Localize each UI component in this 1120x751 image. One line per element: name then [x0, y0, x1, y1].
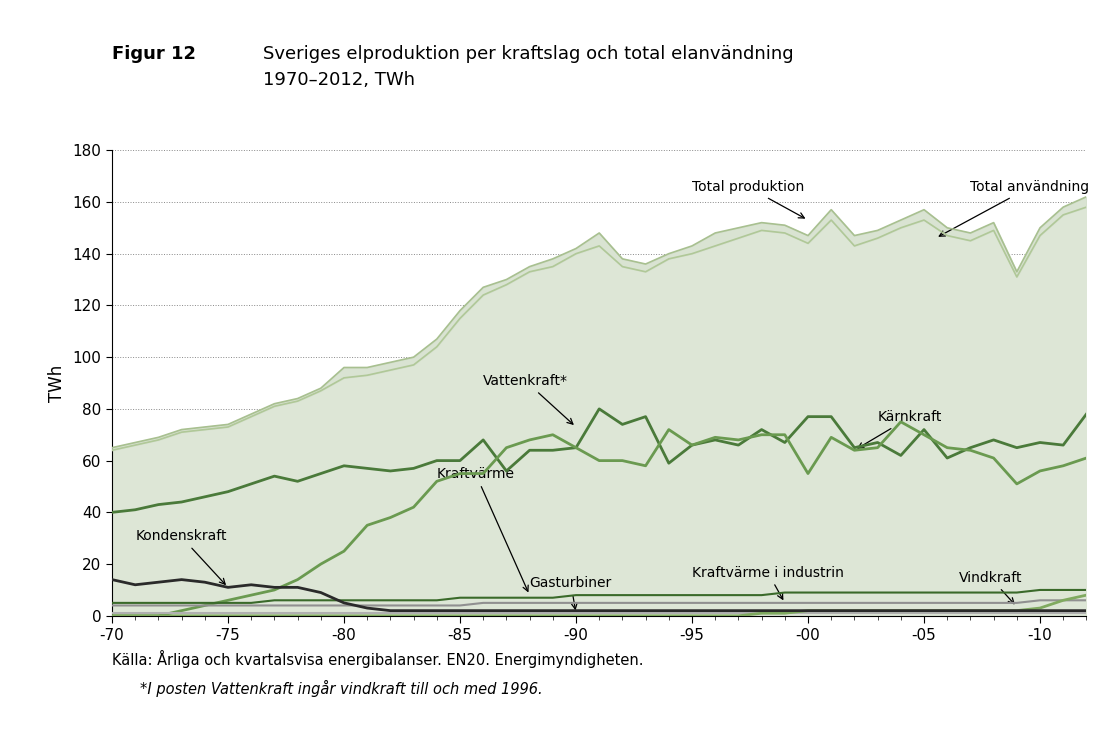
Y-axis label: TWh: TWh [48, 364, 66, 402]
Text: *I posten Vattenkraft ingår vindkraft till och med 1996.: *I posten Vattenkraft ingår vindkraft ti… [140, 680, 542, 697]
Text: Vindkraft: Vindkraft [959, 571, 1023, 604]
Text: Figur 12: Figur 12 [112, 45, 196, 63]
Text: Källa: Årliga och kvartalsvisa energibalanser. EN20. Energimyndigheten.: Källa: Årliga och kvartalsvisa energibal… [112, 650, 644, 668]
Text: 1970–2012, TWh: 1970–2012, TWh [263, 71, 416, 89]
Text: Vattenkraft*: Vattenkraft* [483, 374, 573, 424]
Text: Gasturbiner: Gasturbiner [530, 576, 612, 609]
Text: Kondenskraft: Kondenskraft [136, 529, 226, 584]
Text: Kärnkraft: Kärnkraft [858, 410, 942, 448]
Text: Kraftvärme: Kraftvärme [437, 467, 529, 591]
Text: Total produktion: Total produktion [692, 180, 804, 218]
Text: Kraftvärme i industrin: Kraftvärme i industrin [692, 566, 843, 599]
Text: Sveriges elproduktion per kraftslag och total elanvändning: Sveriges elproduktion per kraftslag och … [263, 45, 794, 63]
Text: Total användning: Total användning [940, 180, 1090, 236]
